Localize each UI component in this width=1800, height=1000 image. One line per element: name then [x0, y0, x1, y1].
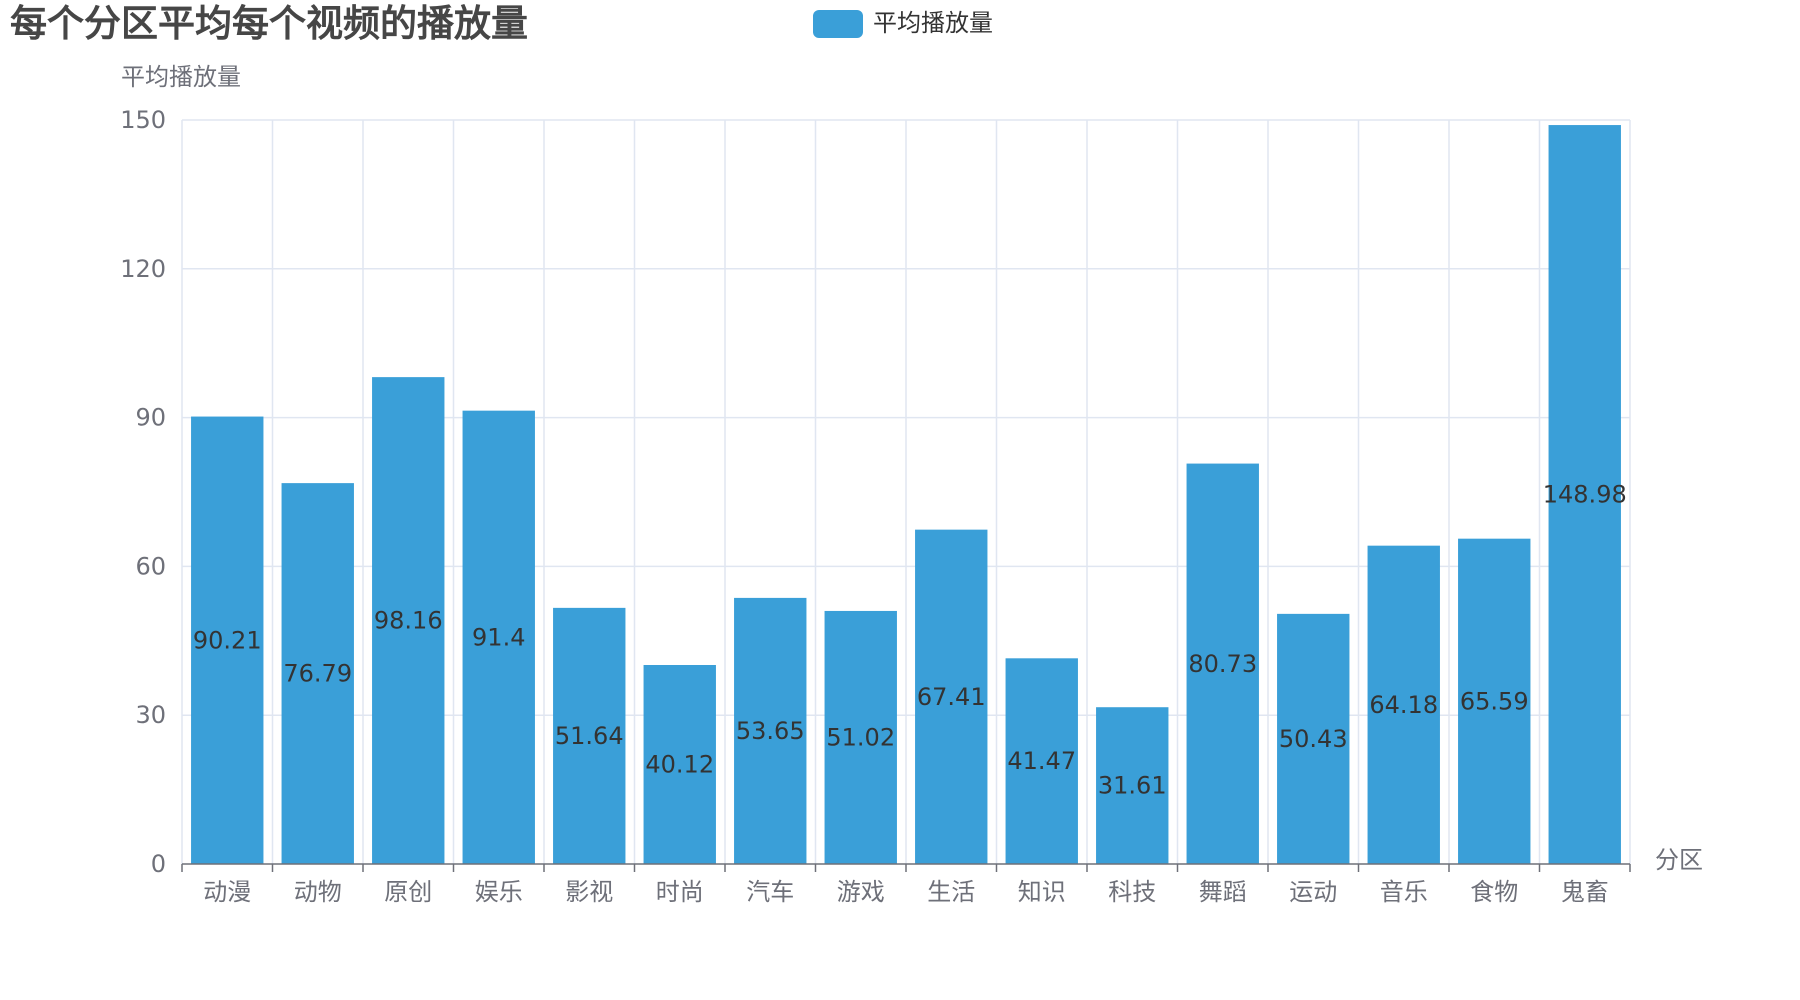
data-label-游戏: 51.02 — [826, 723, 895, 751]
data-label-食物: 65.59 — [1460, 687, 1529, 715]
legend[interactable]: 平均播放量 — [813, 9, 993, 38]
data-label-汽车: 53.65 — [736, 717, 805, 745]
grid — [181, 119, 1631, 864]
bar-时尚[interactable] — [643, 665, 716, 864]
bar-科技[interactable] — [1096, 707, 1169, 864]
data-label-舞蹈: 80.73 — [1188, 650, 1257, 678]
x-tick-label-生活: 生活 — [927, 878, 975, 906]
y-tick-label: 150 — [120, 106, 166, 134]
data-label-原创: 98.16 — [374, 607, 443, 635]
data-label-娱乐: 91.4 — [472, 623, 525, 651]
legend-swatch[interactable] — [813, 10, 863, 38]
data-label-知识: 41.47 — [1007, 747, 1076, 775]
x-tick-label-动漫: 动漫 — [203, 878, 251, 906]
bar-鬼畜[interactable] — [1548, 125, 1621, 864]
x-tick-label-时尚: 时尚 — [656, 878, 704, 906]
data-label-科技: 31.61 — [1098, 772, 1167, 800]
bar-动漫[interactable] — [191, 416, 264, 864]
data-label-鬼畜: 148.98 — [1543, 481, 1627, 509]
bar-音乐[interactable] — [1367, 545, 1440, 864]
bar-影视[interactable] — [553, 607, 626, 864]
bar-知识[interactable] — [1005, 658, 1078, 864]
x-tick-label-影视: 影视 — [565, 878, 613, 906]
x-tick-label-舞蹈: 舞蹈 — [1199, 878, 1247, 906]
x-tick-label-知识: 知识 — [1018, 878, 1066, 906]
bar-生活[interactable] — [915, 529, 988, 864]
x-tick-label-原创: 原创 — [384, 878, 432, 906]
y-tick-label: 0 — [151, 850, 166, 878]
x-tick-label-科技: 科技 — [1108, 878, 1156, 906]
bar-游戏[interactable] — [824, 610, 897, 864]
data-label-生活: 67.41 — [917, 683, 986, 711]
x-tick-label-游戏: 游戏 — [837, 878, 885, 906]
y-tick-label: 60 — [135, 552, 166, 580]
axes — [181, 863, 1631, 872]
bar-娱乐[interactable] — [462, 410, 535, 864]
x-tick-label-音乐: 音乐 — [1380, 878, 1428, 906]
x-tick-label-娱乐: 娱乐 — [475, 878, 523, 906]
data-label-影视: 51.64 — [555, 722, 624, 750]
labels: 0 30 60 90 120 150 90.21 动漫 76.79 动物 98.16 原创 91.4 娱乐… — [120, 106, 1627, 906]
bar-汽车[interactable] — [734, 597, 807, 864]
data-label-动漫: 90.21 — [193, 626, 262, 654]
x-tick-label-动物: 动物 — [294, 878, 342, 906]
y-tick-label: 90 — [135, 404, 166, 432]
bars — [191, 125, 1621, 864]
x-tick-label-运动: 运动 — [1289, 878, 1337, 906]
chart-title: 每个分区平均每个视频的播放量 — [10, 2, 528, 45]
x-tick-label-食物: 食物 — [1470, 878, 1518, 906]
bar-原创[interactable] — [372, 377, 445, 864]
data-label-动物: 76.79 — [283, 660, 352, 688]
legend-label[interactable]: 平均播放量 — [873, 9, 993, 37]
data-label-时尚: 40.12 — [645, 751, 714, 779]
data-label-运动: 50.43 — [1279, 725, 1348, 753]
bar-舞蹈[interactable] — [1186, 463, 1259, 864]
x-tick-label-鬼畜: 鬼畜 — [1561, 878, 1609, 906]
y-tick-label: 30 — [135, 701, 166, 729]
bar-运动[interactable] — [1277, 613, 1350, 864]
data-label-音乐: 64.18 — [1369, 691, 1438, 719]
bar-食物[interactable] — [1458, 538, 1531, 864]
x-tick-label-汽车: 汽车 — [746, 878, 794, 906]
x-axis-title: 分区 — [1655, 846, 1703, 874]
y-axis-title: 平均播放量 — [121, 63, 241, 91]
bar-动物[interactable] — [281, 483, 354, 864]
y-tick-label: 120 — [120, 255, 166, 283]
